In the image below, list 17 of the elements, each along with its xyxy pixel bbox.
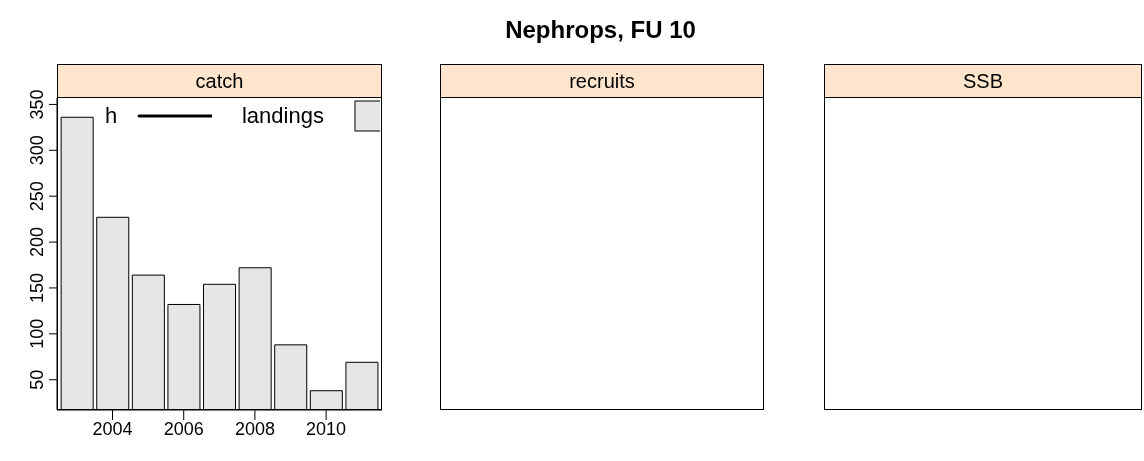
text: SSB	[824, 64, 1142, 98]
y-tick-label: 250	[27, 181, 47, 212]
legend-label: landings	[241, 103, 324, 129]
x-tick-label: 2010	[306, 418, 347, 439]
y-tick-label: 350	[27, 89, 47, 120]
y-tick-label: 300	[27, 135, 47, 166]
y-tick-label: 50	[27, 369, 47, 390]
chart-subtitle: catch	[57, 64, 382, 98]
text: Nephrops, FU 10	[504, 16, 697, 44]
y-tick-label: 200	[27, 227, 47, 258]
x-tick-label: 2004	[92, 418, 133, 439]
x-tick-label: 2006	[163, 418, 204, 439]
text: recruits	[440, 64, 764, 98]
y-tick-label: 150	[27, 272, 47, 303]
y-tick-label: 100	[27, 318, 47, 349]
x-tick-label: 2008	[234, 418, 275, 439]
legend-label: h	[105, 103, 118, 129]
